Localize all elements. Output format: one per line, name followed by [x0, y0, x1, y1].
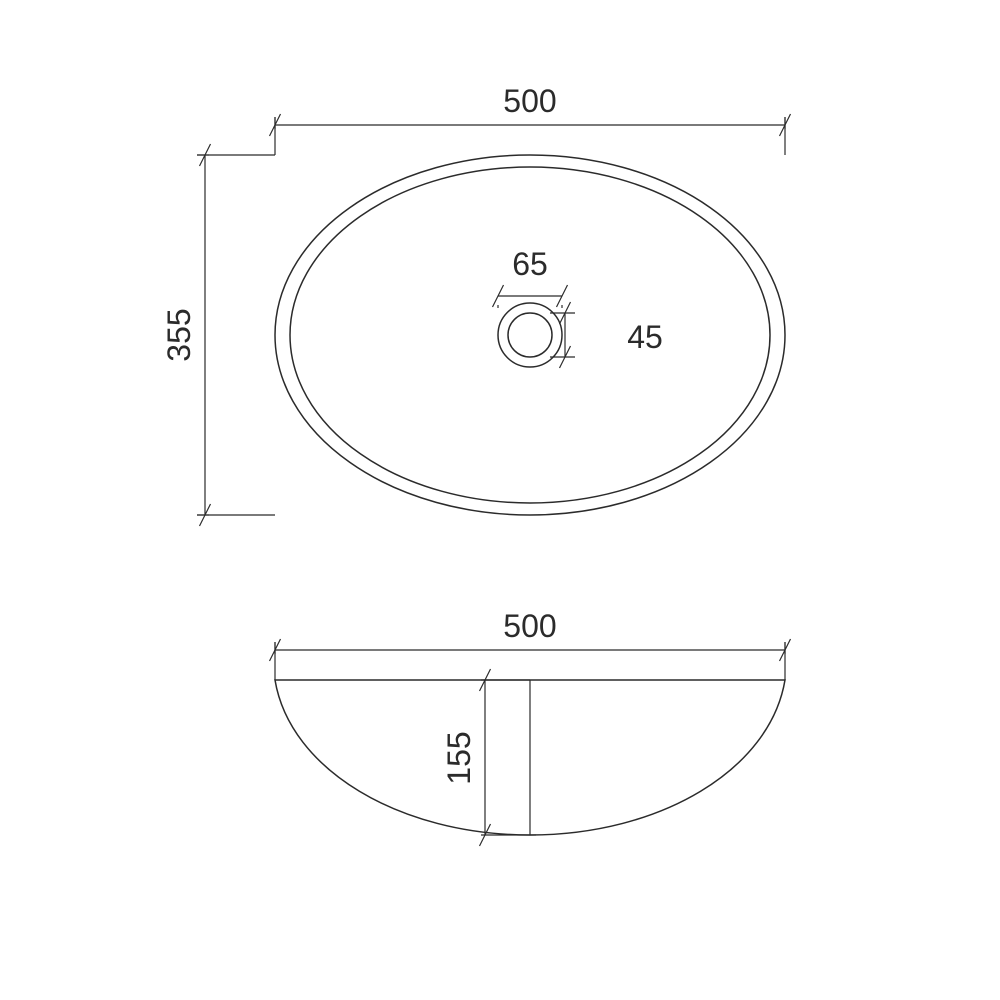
dim-top-width: 500: [503, 83, 556, 119]
basin-outer-rim: [275, 155, 785, 515]
dim-drain-inner: 45: [627, 319, 663, 355]
drain-hole-inner: [508, 313, 552, 357]
technical-drawing: 500 355 65 45 500 155: [0, 0, 1000, 1000]
dim-side-width: 500: [503, 608, 556, 644]
dim-top-height: 355: [161, 308, 197, 361]
dim-side-depth: 155: [441, 731, 477, 784]
dim-drain-outer: 65: [512, 246, 548, 282]
basin-inner-rim: [290, 167, 770, 503]
